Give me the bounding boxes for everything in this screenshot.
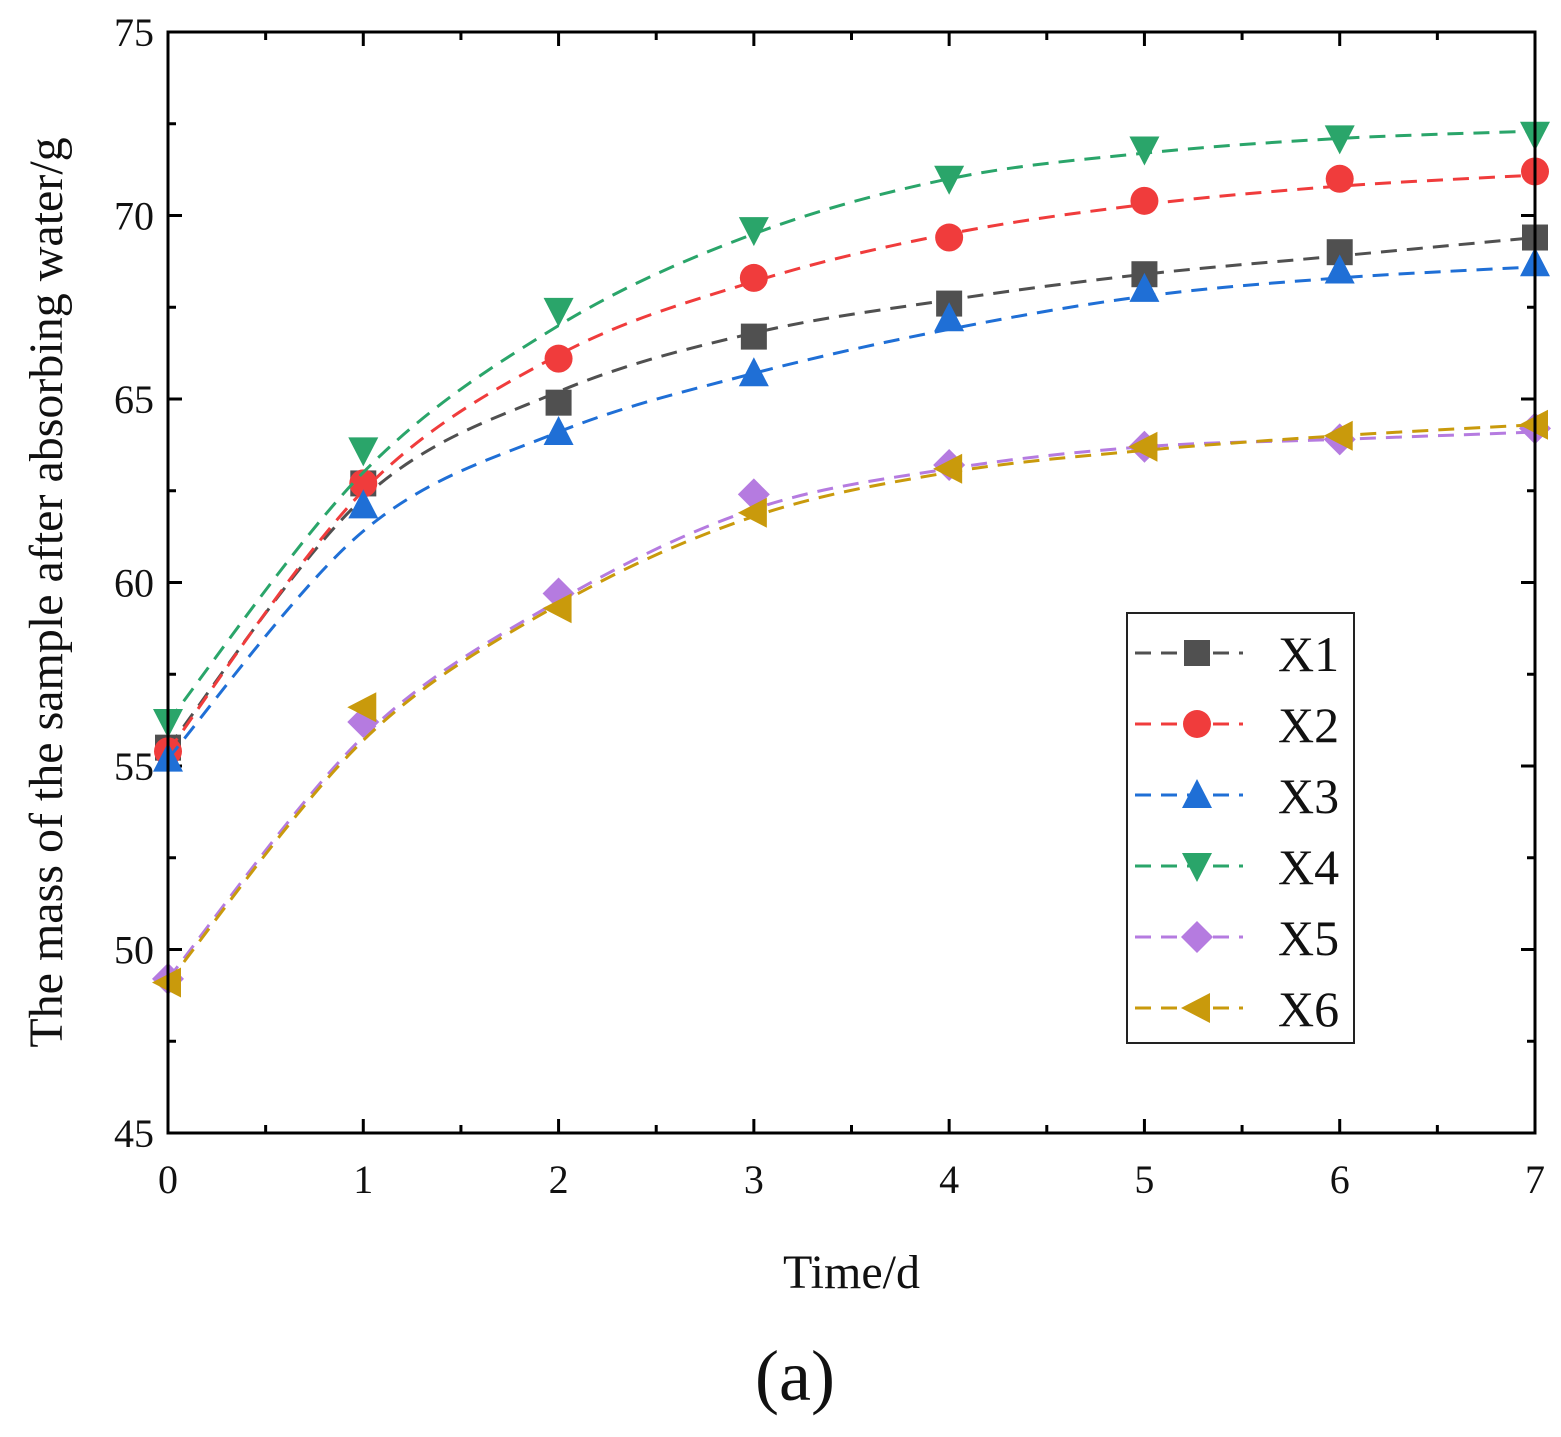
series-x4-point (348, 437, 379, 467)
series-x3-point (1324, 254, 1355, 284)
x-tick-label: 1 (353, 1157, 373, 1202)
series-x3-fit-line (166, 265, 1536, 760)
legend-marker (1183, 710, 1211, 738)
legend: X1 X2 X3 X4 X5 X6 (1126, 612, 1355, 1044)
y-tick-label: 65 (114, 377, 154, 422)
y-tick-label: 60 (114, 561, 154, 606)
series-x6-point (933, 453, 963, 484)
series-x6-point (347, 692, 377, 723)
legend-item-x5: X5 (1135, 910, 1339, 966)
legend-label: X2 (1278, 697, 1339, 753)
y-tick-label: 50 (114, 928, 154, 973)
series-x5-fit-line (166, 430, 1536, 980)
y-axis-title: The mass of the sample after absorbing w… (20, 137, 73, 1047)
x-tick-label: 7 (1525, 1157, 1545, 1202)
series-x1-point (545, 389, 572, 416)
series-x1-point (740, 323, 767, 350)
legend-label: X4 (1278, 839, 1339, 895)
x-tick-label: 5 (1134, 1157, 1154, 1202)
series-x4-point (1324, 125, 1355, 155)
series-layer (152, 121, 1551, 998)
series-x3-point (934, 302, 965, 332)
series-x4-fit-line (166, 129, 1536, 723)
x-tick-label: 4 (939, 1157, 959, 1202)
panel-label: (a) (755, 1336, 835, 1416)
legend-marker (1182, 853, 1212, 882)
series-x4-point (543, 297, 574, 327)
series-x2-point (739, 263, 768, 292)
x-tick-label: 3 (744, 1157, 764, 1202)
series-x2-point (1130, 186, 1159, 215)
series-x4-point (934, 165, 965, 195)
x-tick-label: 6 (1330, 1157, 1350, 1202)
plot-frame (166, 30, 1537, 1135)
series-x6-point (737, 497, 767, 528)
legend-marker (1182, 779, 1212, 808)
series-x2-point (544, 344, 573, 373)
series-x3-point (543, 416, 574, 446)
series-x6-point (1323, 420, 1353, 451)
legend-label: X3 (1278, 768, 1339, 824)
legend-label: X6 (1278, 981, 1339, 1037)
series-x6-point (1128, 431, 1158, 462)
y-tick-label: 75 (114, 10, 154, 55)
legend-marker (1181, 993, 1210, 1023)
series-x6-point (542, 593, 572, 624)
series-x2-point (349, 469, 378, 498)
series-x4-point (738, 217, 769, 247)
legend-item-x6: X6 (1135, 981, 1339, 1037)
y-tick-label: 55 (114, 744, 154, 789)
x-axis-title: Time/d (783, 1246, 920, 1299)
x-tick-label: 2 (549, 1157, 569, 1202)
legend-label: X1 (1278, 626, 1339, 682)
legend-item-x2: X2 (1135, 697, 1339, 753)
legend-marker (1181, 921, 1213, 953)
legend-item-x4: X4 (1135, 839, 1339, 895)
legend-item-x1: X1 (1135, 626, 1339, 682)
x-tick-label: 0 (158, 1157, 178, 1202)
legend-box (1126, 612, 1355, 1044)
series-x2-point (1325, 164, 1354, 193)
y-tick-label: 70 (114, 194, 154, 239)
series-x4-point (1129, 136, 1160, 166)
legend-label: X5 (1278, 910, 1339, 966)
series-x3-point (348, 489, 379, 519)
series-x6-fit-line (166, 423, 1536, 984)
legend-marker (1184, 640, 1210, 666)
series-x2-point (935, 223, 964, 252)
series-x3-point (738, 357, 769, 387)
legend-item-x3: X3 (1135, 768, 1339, 824)
series-x3-point (1129, 272, 1160, 302)
y-tick-label: 45 (114, 1111, 154, 1156)
